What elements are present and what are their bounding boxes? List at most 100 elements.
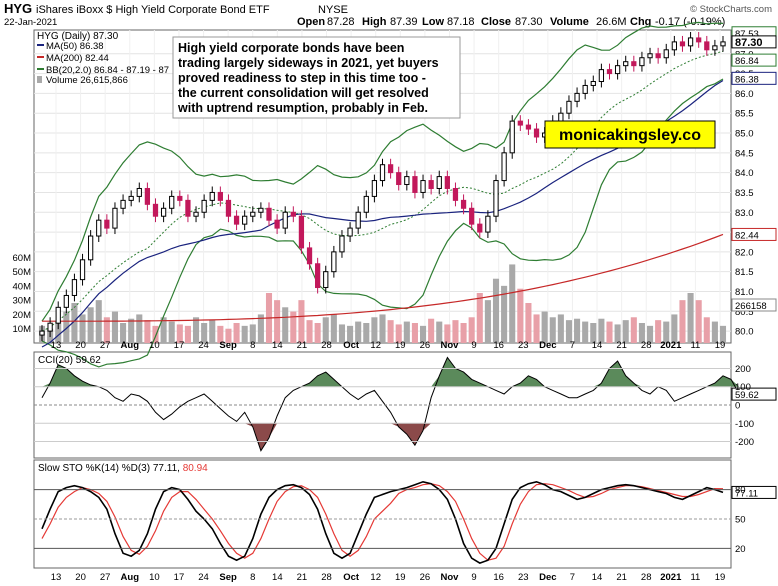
sto-panel xyxy=(33,459,732,569)
volume-bar xyxy=(468,317,475,343)
volume-bar xyxy=(444,324,451,343)
cci-plot: 59.62 xyxy=(41,356,777,452)
x-tick-label: 26 xyxy=(420,572,431,583)
candle-body xyxy=(655,53,661,59)
candle-body xyxy=(152,203,159,217)
value-badge: 82.44 xyxy=(731,227,777,241)
candle-body xyxy=(493,180,499,217)
candle-body xyxy=(169,195,175,209)
volume-bar xyxy=(630,317,637,343)
low-value: 87.18 xyxy=(447,16,475,28)
candle-body xyxy=(282,211,288,229)
volume-bar xyxy=(322,317,329,343)
candle-body xyxy=(606,69,613,75)
x-tick-label: 19 xyxy=(395,340,406,351)
x-tick-label: 10 xyxy=(149,340,160,351)
volume-bar xyxy=(103,317,110,343)
x-axis-bottom: 13 20 27 Aug 10 17 24 Sep 8 14 21 28 Oct 12 19 26 Nov 9 16… xyxy=(51,572,726,583)
candle-body xyxy=(460,199,467,209)
x-tick-label: 13 xyxy=(51,340,62,351)
x-tick-label: 9 xyxy=(471,572,476,583)
x-tick-label: 19 xyxy=(395,572,406,583)
x-tick-label: Aug xyxy=(121,572,140,583)
candle-body xyxy=(696,37,702,43)
x-tick-label: 11 xyxy=(690,572,700,583)
candle-body xyxy=(444,176,450,189)
x-tick-label: 11 xyxy=(690,340,700,351)
x-tick-label: 21 xyxy=(297,340,308,351)
bollinger-bands xyxy=(41,21,724,368)
candle-body xyxy=(201,199,207,213)
volume-bar xyxy=(679,300,686,343)
x-tick-label: 19 xyxy=(715,572,726,583)
volume-bar xyxy=(582,321,589,343)
cci-line xyxy=(41,356,740,452)
volume-bar xyxy=(719,325,727,343)
x-tick-label: 7 xyxy=(570,572,575,583)
x-tick-label: 27 xyxy=(100,572,111,583)
volume-tick-label: 20M xyxy=(13,310,32,321)
volume-bar xyxy=(557,314,564,343)
volume-bar xyxy=(517,288,524,343)
sto-legend-prefix: Slow STO %K(14) %D(3) 77.11, xyxy=(38,463,180,474)
x-tick-label: 14 xyxy=(272,572,283,583)
volume-bar xyxy=(574,318,581,343)
bb-middle-line xyxy=(41,50,724,332)
candle-body xyxy=(88,235,94,261)
candle-body xyxy=(290,211,296,217)
candle-body xyxy=(428,180,434,189)
bb-upper-line xyxy=(41,21,724,322)
volume-label: Volume xyxy=(550,16,589,28)
volume-bar xyxy=(209,320,216,343)
cci-tick-label: 200 xyxy=(735,364,751,375)
candle-body xyxy=(477,223,483,233)
sto-tick-label: 80 xyxy=(735,485,746,496)
candle-body xyxy=(639,57,645,67)
candle-body xyxy=(452,187,459,201)
close-value: 87.30 xyxy=(515,16,543,28)
volume-bar xyxy=(452,320,459,343)
candle-body xyxy=(209,191,215,201)
volume-bar xyxy=(687,293,694,343)
volume-bar xyxy=(501,285,508,343)
volume-bar xyxy=(703,317,710,343)
cci-tick-label: 100 xyxy=(735,382,751,393)
x-tick-label: 2021 xyxy=(660,572,682,583)
volume-bar xyxy=(614,324,621,343)
volume-bar xyxy=(541,311,548,343)
watermark-box xyxy=(544,120,716,149)
volume-bar xyxy=(79,314,86,343)
candle-body xyxy=(387,164,394,174)
value-badge-text: 87.53 xyxy=(735,29,759,40)
close-label: Close xyxy=(481,16,511,28)
price-tick-label: 85.5 xyxy=(735,109,754,120)
ma200-line xyxy=(42,233,724,322)
volume-bar xyxy=(403,321,410,343)
x-tick-label: 12 xyxy=(370,572,381,583)
candle-body xyxy=(339,235,345,253)
cci-legend-text: CCI(20) 59.62 xyxy=(38,355,101,366)
cci-tick-label: -100 xyxy=(735,419,754,430)
candle-body xyxy=(306,247,313,265)
volume-bar xyxy=(355,321,362,343)
price-tick-label: 83.0 xyxy=(735,208,754,219)
x-tick-label: Aug xyxy=(121,340,140,351)
ohlc-summary: Open 87.28 High 87.39 Low 87.18 Close 87… xyxy=(297,16,725,28)
x-tick-label: 17 xyxy=(174,572,185,583)
annotation-line: proved readiness to step in this time to… xyxy=(178,71,426,85)
volume-bar xyxy=(509,264,516,343)
value-badge-text: 86.38 xyxy=(735,74,759,85)
volume-bar xyxy=(606,321,613,343)
volume-bar xyxy=(387,320,394,343)
candle-body xyxy=(298,215,305,249)
x-tick-label: 8 xyxy=(250,572,255,583)
value-badge-text: 86.84 xyxy=(735,56,759,67)
cci-legend: CCI(20) 59.62 xyxy=(38,355,101,366)
x-tick-label: 14 xyxy=(592,340,603,351)
price-legend: HYG (Daily) 87.30 MA(50) 86.38 MA(200) 8… xyxy=(37,31,169,86)
value-badge-text: 82.44 xyxy=(735,230,759,241)
volume-bar xyxy=(55,321,62,343)
legend-ma50: MA(50) 86.38 xyxy=(46,41,104,52)
x-tick-label: Dec xyxy=(539,572,556,583)
